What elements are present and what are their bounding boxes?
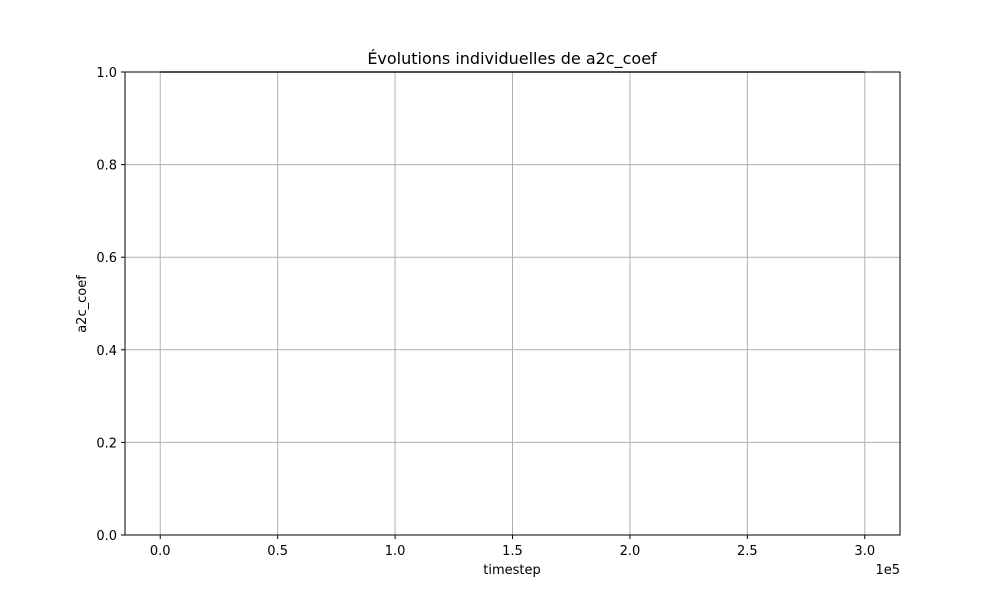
x-offset-label: 1e5 (875, 563, 900, 578)
x-tick-label: 3.0 (854, 544, 875, 559)
chart-title: Évolutions individuelles de a2c_coef (367, 49, 657, 69)
x-tick-label: 1.0 (385, 544, 406, 559)
y-tick-label: 1.0 (96, 66, 117, 81)
x-tick-label: 0.5 (267, 544, 288, 559)
x-tick-label: 0.0 (150, 544, 171, 559)
x-axis: 0.0 0.5 1.0 1.5 2.0 2.5 3.0 (150, 535, 875, 559)
grid (125, 71, 900, 536)
x-tick-label: 1.5 (502, 544, 523, 559)
y-tick-label: 0.4 (96, 344, 117, 359)
x-axis-label: timestep (483, 563, 541, 578)
y-axis: 0.0 0.2 0.4 0.6 0.8 1.0 (96, 66, 125, 544)
y-tick-label: 0.8 (96, 159, 117, 174)
y-axis-label: a2c_coef (75, 275, 90, 333)
y-tick-label: 0.2 (96, 436, 117, 451)
x-tick-label: 2.5 (737, 544, 758, 559)
y-tick-label: 0.6 (96, 251, 117, 266)
y-tick-label: 0.0 (96, 529, 117, 544)
x-tick-label: 2.0 (620, 544, 641, 559)
